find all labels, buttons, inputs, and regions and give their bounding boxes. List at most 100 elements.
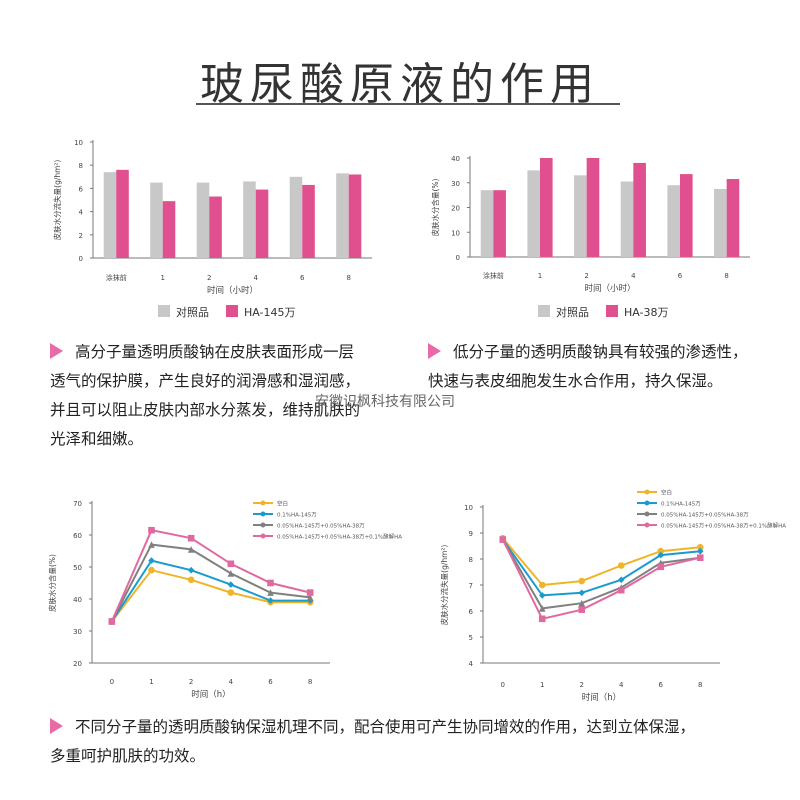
bar-ha: [348, 174, 362, 258]
legend-label: 空白: [661, 489, 672, 497]
legend-swatch: [226, 305, 238, 317]
data-point: [538, 581, 546, 589]
x-tick-label: 1: [540, 681, 544, 689]
paragraph-low-mw: 低分子量的透明质酸钠具有较强的渗透性， 快速与表皮细胞发生水合作用，持久保湿。: [428, 338, 748, 396]
data-point: [187, 534, 195, 542]
data-point: [227, 560, 235, 568]
bar-control: [527, 170, 540, 257]
legend-marker: [260, 533, 266, 539]
bar-ha: [586, 158, 600, 257]
bar-ha: [680, 174, 693, 257]
legend-swatch: [538, 305, 550, 317]
x-tick-label: 4: [619, 681, 624, 689]
data-point: [538, 592, 546, 599]
bar-control: [103, 172, 117, 258]
x-axis-title: 时间（小时）: [207, 285, 258, 296]
y-axis-title: 皮肤水分流失量(g/hm²): [439, 545, 449, 626]
bullet-triangle-icon: [50, 718, 63, 734]
y-tick-label: 40: [73, 596, 82, 604]
x-axis-title: 时间（小时）: [584, 283, 635, 294]
paragraph-line: 光泽和细嫩。: [50, 430, 144, 448]
legend-label: 0.05%HA-145万+0.05%HA-38万+0.1%酵解HA: [661, 522, 786, 530]
y-tick-label: 30: [451, 180, 460, 188]
data-point: [148, 526, 155, 534]
series-line: [501, 537, 701, 587]
data-point: [108, 618, 116, 625]
x-tick-label: 4: [229, 678, 234, 686]
x-tick-label: 涂抹前: [106, 273, 127, 282]
legend-marker: [260, 511, 266, 517]
bar-control: [480, 190, 494, 257]
data-point: [657, 563, 665, 571]
paragraph-line: 低分子量的透明质酸钠具有较强的渗透性，: [428, 338, 748, 367]
x-tick-label: 6: [678, 272, 683, 280]
data-point: [227, 570, 235, 577]
series-line: [110, 559, 311, 622]
data-point: [227, 589, 235, 596]
paragraph-line: 透气的保护膜，产生良好的润滑感和湿润感，: [50, 372, 361, 390]
paragraph-line: 高分子量透明质酸钠在皮肤表面形成一层: [50, 338, 360, 367]
bar-control: [289, 176, 303, 258]
data-point: [267, 589, 274, 596]
x-tick-label: 2: [584, 272, 588, 280]
y-axis-title: 皮肤水分流失量(g/hm²): [52, 160, 62, 241]
data-point: [617, 576, 625, 584]
x-tick-label: 0: [110, 678, 114, 686]
y-tick-label: 7: [469, 582, 473, 590]
data-point: [227, 581, 235, 588]
y-tick-label: 60: [73, 532, 82, 540]
y-tick-label: 10: [464, 504, 473, 512]
legend-marker: [260, 500, 266, 506]
bar-control: [150, 182, 163, 258]
data-point: [617, 586, 625, 594]
legend-label: 0.1%HA-145万: [661, 501, 701, 508]
paragraph-high-mw: 高分子量透明质酸钠在皮肤表面形成一层 透气的保护膜，产生良好的润滑感和湿润感， …: [50, 338, 360, 454]
bar-ha: [209, 196, 222, 258]
series-line: [110, 529, 311, 622]
data-point: [657, 551, 665, 559]
y-tick-label: 70: [73, 500, 82, 508]
paragraph-line: 多重呵护肌肤的功效。: [50, 747, 206, 765]
title-underline: [196, 103, 620, 105]
text: 高分子量透明质酸钠在皮肤表面形成一层: [75, 343, 355, 361]
y-tick-label: 4: [469, 660, 474, 668]
y-tick-label: 5: [469, 634, 473, 642]
bar-ha: [726, 179, 740, 257]
legend-label: HA-145万: [244, 306, 296, 319]
y-tick-label: 30: [73, 628, 82, 636]
x-axis-title: 时间（h）: [582, 692, 621, 703]
y-tick-label: 6: [79, 185, 84, 193]
bar-control: [667, 185, 680, 257]
series-line: [110, 543, 311, 622]
data-point: [267, 579, 274, 587]
x-tick-label: 1: [149, 678, 153, 686]
legend-label: 0.05%HA-145万+0.05%HA-38万: [277, 523, 365, 530]
data-point: [187, 576, 195, 584]
data-point: [657, 547, 665, 555]
x-axis-title: 时间（h）: [191, 689, 230, 700]
y-tick-label: 9: [469, 530, 473, 538]
data-point: [306, 594, 314, 601]
data-point: [187, 546, 195, 553]
data-point: [306, 589, 314, 596]
x-tick-label: 涂抹前: [483, 271, 504, 280]
data-point: [578, 589, 586, 597]
legend-marker: [644, 489, 650, 495]
legend-swatch: [606, 305, 618, 317]
x-tick-label: 1: [538, 272, 542, 280]
y-tick-label: 20: [451, 205, 460, 213]
legend-swatch: [158, 305, 170, 317]
x-tick-label: 6: [300, 274, 305, 282]
series-line: [501, 539, 701, 620]
x-tick-label: 6: [268, 678, 273, 686]
legend-label: 对照品: [176, 305, 209, 319]
x-tick-label: 6: [659, 681, 664, 689]
data-point: [617, 562, 625, 569]
legend-marker: [644, 500, 650, 506]
legend-label: 0.1%HA-145万: [277, 512, 317, 519]
paragraph-synergy: 不同分子量的透明质酸钠保湿机理不同，配合使用可产生协同增效的作用，达到立体保湿，…: [50, 713, 695, 771]
y-tick-label: 4: [79, 209, 84, 217]
bar-control: [620, 181, 634, 257]
